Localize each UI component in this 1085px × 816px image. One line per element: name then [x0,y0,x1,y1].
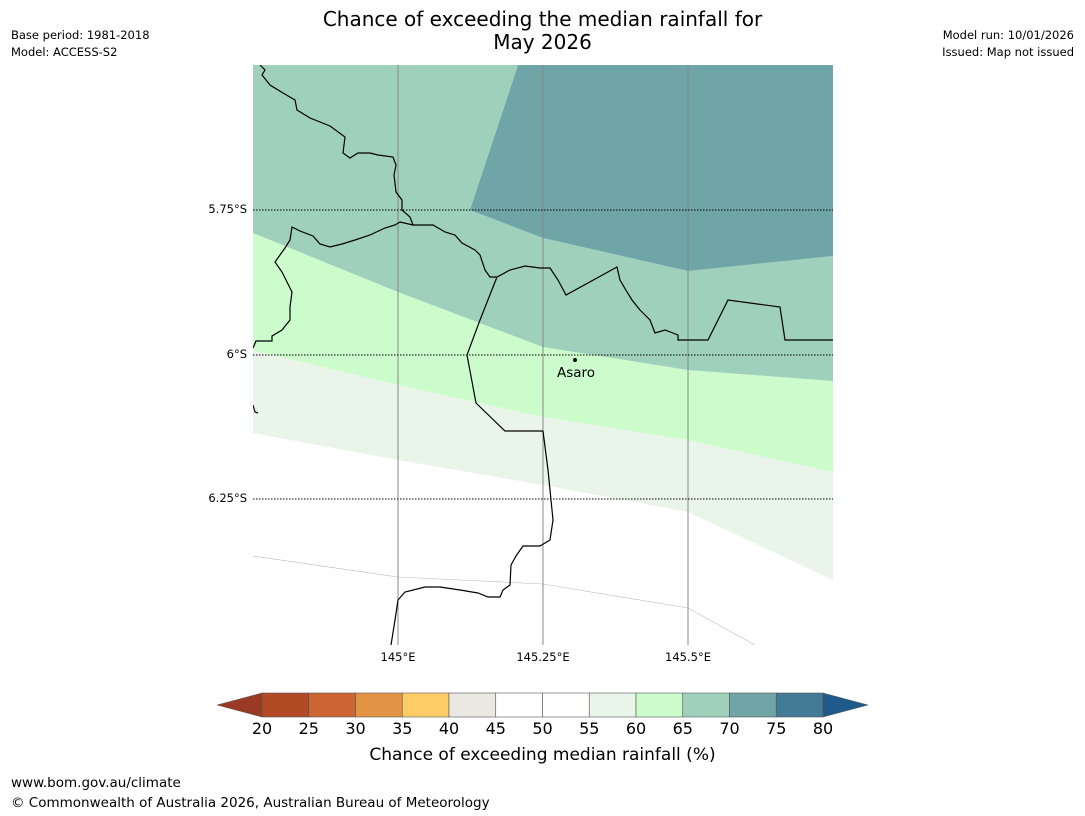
colorbar-under-arrow [216,692,263,718]
colorbar-over-arrow [822,692,869,718]
colorbar-segment [682,692,730,718]
colorbar-segment [775,692,824,718]
boundary-south [390,276,554,645]
colorbar-tick-label: 50 [532,719,553,738]
lon-label-145: 145°E [380,650,416,664]
model-run-text: Model run: 10/01/2026 [942,28,1074,42]
colorbar-segment [635,692,684,718]
title-line-2: May 2026 [493,30,592,54]
band-70-75 [470,65,833,271]
colorbar-segment [448,692,497,718]
meta-left: Base period: 1981-2018 Model: ACCESS-S2 [11,27,150,61]
boundary-central [413,224,833,341]
colorbar-segments [261,692,824,718]
colorbar-segment [495,692,543,718]
asaro-marker [573,358,577,362]
place-label-asaro: Asaro [557,365,596,381]
colorbar [216,692,869,718]
colorbar-tick-label: 75 [766,719,787,738]
colorbar-segment [401,692,450,718]
boundary-north [253,65,414,349]
colorbar-segment [261,692,310,718]
colorbar-tick-label: 80 [812,719,834,738]
colorbar-tick-label: 45 [485,719,506,738]
lat-label-5-75: 5.75°S [208,202,247,216]
boundary-fragment [253,404,259,414]
colorbar-tick-label: 20 [251,719,273,738]
base-period-text: Base period: 1981-2018 [11,28,150,42]
colorbar-tick-label: 30 [345,719,366,738]
lat-label-6-25: 6.25°S [208,491,247,505]
colorbar-tick-label: 65 [672,719,693,738]
colorbar-tick-label: 60 [625,719,647,738]
footer-copyright: © Commonwealth of Australia 2026, Austra… [11,795,490,811]
lon-label-145-25: 145.25°E [516,650,570,664]
colorbar-tick-label: 35 [392,719,413,738]
colorbar-tick-label: 70 [719,719,740,738]
colorbar-tick-label: 25 [298,719,319,738]
colorbar-segment [729,692,777,718]
map-title: Chance of exceeding the median rainfall … [200,8,885,54]
colorbar-segment [308,692,356,718]
colorbar-title: Chance of exceeding median rainfall (%) [369,745,716,765]
colorbar-tick-label: 55 [579,719,600,738]
colorbar-segment [542,692,590,718]
lat-label-6: 6°S [226,347,247,361]
title-line-1: Chance of exceeding the median rainfall … [322,7,763,31]
issued-text: Issued: Map not issued [942,45,1074,59]
colorbar-tick-label: 40 [438,719,460,738]
model-text: Model: ACCESS-S2 [11,45,118,59]
meta-right: Model run: 10/01/2026 Issued: Map not is… [942,27,1074,61]
lon-label-145-5: 145.5°E [665,650,711,664]
colorbar-segment [355,692,403,718]
map-area [253,65,833,645]
colorbar-segment [588,692,637,718]
footer-url: www.bom.gov.au/climate [11,775,181,791]
